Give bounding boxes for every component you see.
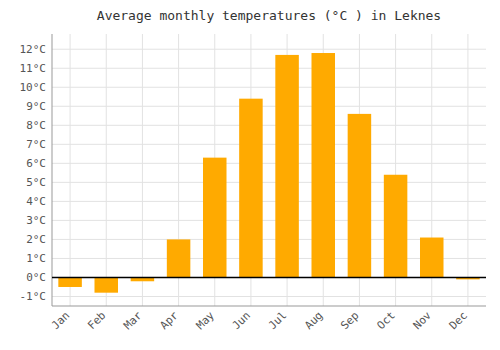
y-tick-label: 5°C [26,176,46,189]
title: Average monthly temperatures (°C ) in Le… [97,8,441,23]
bar [94,277,118,292]
x-tick-label: Mar [121,309,145,333]
y-tick-label: 1°C [26,252,46,265]
bar [311,53,335,277]
y-tick-label: 7°C [26,138,46,151]
x-tick-label: Oct [374,309,397,332]
bar [384,175,408,278]
y-grid-line [52,87,486,88]
x-tick-label: Jun [230,309,253,332]
bar [167,239,191,277]
bar [239,99,263,278]
y-axis-line [52,34,53,306]
y-tick-label: 4°C [26,195,46,208]
y-grid-line [52,182,486,183]
y-tick-label: 2°C [26,233,46,246]
x-grid-line [106,34,107,306]
bar [58,277,82,287]
y-tick-label: -1°C [20,290,47,303]
y-grid-line [52,49,486,50]
y-grid-line [52,144,486,145]
x-axis-line [52,306,486,307]
y-grid-line [52,277,486,278]
bar [203,158,227,278]
x-tick-label: Sep [338,309,361,332]
y-tick-label: 12°C [20,43,47,56]
bar [348,114,372,278]
y-grid-line [52,125,486,126]
x-tick-label: Nov [411,309,435,333]
x-grid-line [70,34,71,306]
chart: Average monthly temperatures (°C ) in Le… [0,0,500,350]
y-tick-label: 6°C [26,157,46,170]
grid [52,34,486,306]
y-tick-label: 11°C [20,62,47,75]
bars [52,53,486,293]
y-grid-line [52,220,486,221]
y-tick-label: 9°C [26,100,46,113]
bar [420,238,444,278]
zero-line [52,277,486,279]
x-tick-label: May [194,309,218,333]
y-grid-line [52,106,486,107]
y-grid-line [52,296,486,297]
x-tick-label: Apr [157,309,181,333]
x-grid-line [142,34,143,306]
chart-container: Average monthly temperatures (°C ) in Le… [0,0,500,350]
y-tick-label: 0°C [26,271,46,284]
bar [275,55,299,278]
y-grid-line [52,68,486,69]
y-tick-label: 8°C [26,119,46,132]
y-tick-label: 3°C [26,214,46,227]
x-tick-label: Jul [266,309,289,332]
x-tick-label: Aug [302,309,325,332]
x-tick-label: Dec [447,309,470,332]
x-grid-line [467,34,468,306]
x-tick-label: Feb [85,309,108,332]
x-tick-label: Jan [49,309,72,332]
y-tick-label: 10°C [20,81,47,94]
y-grid-line [52,163,486,164]
y-grid-line [52,201,486,202]
